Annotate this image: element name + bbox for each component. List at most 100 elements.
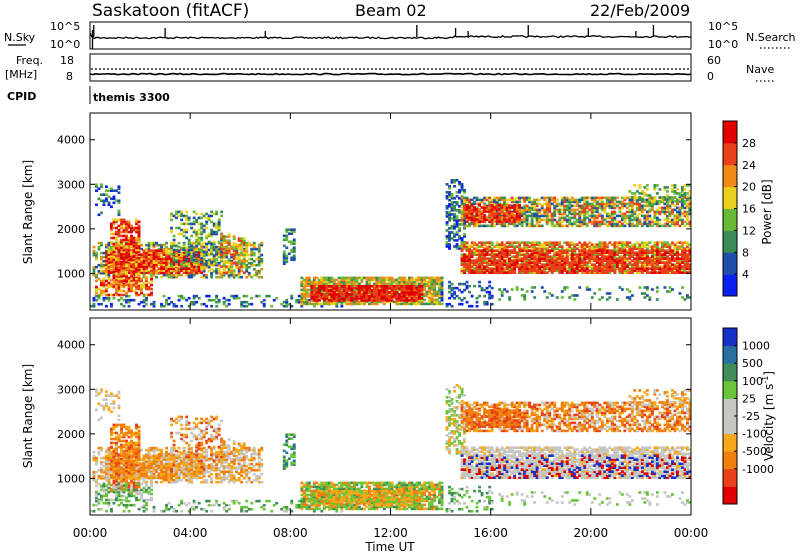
power-cell: [242, 261, 246, 265]
power-cell: [503, 218, 507, 221]
power-cell: [155, 249, 158, 252]
power-cell: [613, 206, 617, 210]
power-cell: [628, 210, 632, 214]
power-cell: [583, 212, 587, 216]
power-cell: [485, 263, 489, 266]
power-cell: [518, 263, 522, 266]
power-cell: [112, 258, 116, 262]
power-cell: [543, 198, 547, 202]
power-cell: [135, 236, 138, 240]
power-cell: [112, 252, 116, 256]
power-cell: [102, 193, 106, 196]
power-cell: [117, 260, 121, 264]
power-cell: [478, 208, 481, 211]
power-cell: [686, 214, 689, 218]
power-cell: [132, 254, 136, 258]
power-cell: [518, 204, 522, 207]
power-cell: [455, 221, 459, 224]
power-cell: [242, 265, 246, 268]
power-cell: [610, 222, 614, 226]
power-cell: [192, 269, 196, 272]
power-cell: [325, 295, 329, 298]
power-cell: [593, 243, 597, 246]
power-cell: [520, 241, 524, 244]
power-cell: [175, 212, 178, 216]
power-cell: [530, 241, 534, 244]
power-cell: [593, 208, 597, 212]
power-cell: [95, 279, 98, 283]
freq-tick-bottom: 8: [66, 70, 73, 83]
power-cell: [100, 199, 103, 203]
power-cell: [483, 255, 487, 258]
power-cell: [510, 222, 514, 226]
power-cell: [115, 272, 118, 276]
power-cell: [448, 247, 451, 250]
power-cell: [688, 204, 692, 208]
power-cell: [538, 198, 542, 202]
power-cell: [340, 285, 344, 288]
power-cell: [493, 251, 497, 254]
power-cell: [337, 295, 341, 298]
power-cell: [500, 210, 504, 213]
power-cell: [400, 291, 404, 294]
power-cell: [418, 300, 421, 304]
power-cell: [528, 245, 532, 248]
power-cell: [107, 253, 111, 256]
power-cell: [322, 300, 326, 304]
power-cell: [545, 265, 549, 268]
power-cell: [147, 281, 151, 285]
power-cell: [152, 300, 156, 304]
power-cell: [550, 196, 554, 200]
power-cell: [330, 289, 334, 292]
power-cell: [195, 269, 199, 272]
power-cell: [595, 214, 599, 218]
power-cell: [540, 196, 544, 200]
power-cell: [488, 296, 492, 300]
power-cell: [583, 241, 587, 244]
power-cell: [518, 255, 522, 258]
power-cell: [152, 263, 156, 266]
power-cell: [190, 273, 194, 277]
power-cell: [368, 291, 371, 294]
power-cell: [105, 259, 108, 262]
power-cell: [455, 217, 459, 220]
power-cell: [628, 218, 632, 222]
power-cell: [120, 274, 123, 278]
power-cell: [623, 202, 627, 206]
power-cell: [242, 263, 246, 267]
power-cell: [463, 202, 466, 206]
power-cell: [115, 281, 118, 285]
power-cell: [347, 278, 351, 282]
power-cell: [147, 253, 151, 256]
power-cell: [107, 293, 111, 297]
power-cell: [610, 212, 614, 216]
power-cell: [463, 267, 466, 270]
power-cell: [500, 202, 504, 206]
power-cell: [503, 245, 507, 248]
power-cell: [463, 235, 466, 238]
power-cell: [232, 261, 236, 264]
power-cell: [453, 209, 456, 212]
power-cell: [428, 298, 431, 302]
power-cell: [357, 293, 361, 296]
power-cell: [102, 283, 106, 287]
power-cell: [292, 238, 296, 242]
power-cell: [127, 298, 131, 302]
power-cell: [135, 250, 138, 254]
power-cell: [465, 253, 469, 256]
power-cell: [245, 245, 249, 249]
power-cell: [210, 210, 214, 214]
power-cell: [615, 222, 619, 226]
power-cell: [182, 234, 186, 238]
power-cell: [200, 256, 204, 260]
power-cell: [435, 294, 439, 298]
power-cell: [575, 259, 579, 262]
power-cell: [375, 293, 379, 296]
power-cell: [455, 219, 459, 222]
power-cell: [570, 198, 574, 202]
power-cell: [565, 206, 569, 210]
power-cell: [237, 237, 241, 240]
power-cell: [538, 241, 542, 244]
power-cell: [115, 254, 118, 258]
power-cell: [530, 206, 534, 210]
